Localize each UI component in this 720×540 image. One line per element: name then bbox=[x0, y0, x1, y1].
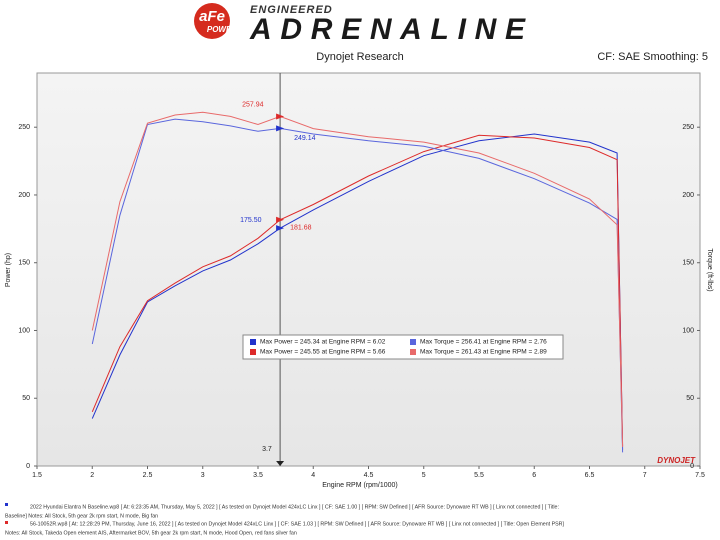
annotation-label: 181.68 bbox=[290, 225, 312, 232]
footer-note: Notes: All Stock, Takeda Open element AI… bbox=[5, 530, 297, 536]
annotation-label: 249.14 bbox=[294, 135, 316, 142]
cursor-marker bbox=[276, 461, 285, 466]
annotation-label: 257.94 bbox=[242, 101, 264, 108]
x-tick-label: 6 bbox=[532, 472, 536, 479]
series-line bbox=[91, 134, 624, 446]
cursor-label: 3.7 bbox=[262, 446, 272, 453]
y-tick-label: 100 bbox=[18, 327, 30, 334]
logo-sub: POWER bbox=[207, 25, 237, 34]
series-line bbox=[91, 118, 624, 453]
y2-tick-label: 50 bbox=[686, 395, 694, 402]
plot-area bbox=[36, 72, 701, 467]
x-tick-label: 5 bbox=[422, 472, 426, 479]
watermark: DYNOJET bbox=[657, 456, 696, 465]
y2-tick-label: 100 bbox=[682, 327, 694, 334]
x-tick-label: 2.5 bbox=[143, 472, 153, 479]
annotation-marker bbox=[276, 125, 285, 132]
chart-subtitle: CF: SAE Smoothing: 5 bbox=[597, 51, 708, 63]
annotation-marker bbox=[276, 113, 285, 120]
footer-note: Baseline] Notes: All Stock, 5th gear 2k … bbox=[5, 513, 158, 519]
footer-note: 2022 Hyundai Elantra N Baseline.wp8 [ At… bbox=[30, 504, 559, 510]
legend-label: Max Power = 245.34 at Engine RPM = 6.02 bbox=[260, 339, 386, 346]
x-tick-label: 4.5 bbox=[364, 472, 374, 479]
y2-tick-label: 150 bbox=[682, 260, 694, 267]
logo-main: aFe bbox=[199, 8, 225, 25]
x-tick-label: 2 bbox=[90, 472, 94, 479]
legend-swatch bbox=[410, 349, 416, 355]
footer-note: 56-10052R.wp8 [ At: 12:28:29 PM, Thursda… bbox=[30, 521, 565, 527]
legend-label: Max Torque = 261.43 at Engine RPM = 2.89 bbox=[420, 349, 547, 356]
annotation-marker bbox=[276, 225, 285, 232]
footer-marker bbox=[5, 503, 8, 506]
x-tick-label: 3 bbox=[201, 472, 205, 479]
footer-marker bbox=[5, 521, 8, 524]
y2-axis-title: Torque (ft-lbs) bbox=[706, 248, 713, 291]
series-line bbox=[91, 111, 624, 448]
x-tick-label: 4 bbox=[311, 472, 315, 479]
series-line bbox=[91, 133, 624, 450]
y-tick-label: 50 bbox=[22, 395, 30, 402]
x-tick-label: 1.5 bbox=[32, 472, 42, 479]
x-tick-label: 7 bbox=[643, 472, 647, 479]
tagline-main: ADRENALINE bbox=[249, 13, 526, 46]
tagline-top: ENGINEERED bbox=[250, 4, 333, 16]
annotation-label: 175.50 bbox=[240, 217, 262, 224]
x-tick-label: 6.5 bbox=[585, 472, 595, 479]
legend-swatch bbox=[250, 349, 256, 355]
y-tick-label: 250 bbox=[18, 124, 30, 131]
x-tick-label: 7.5 bbox=[695, 472, 705, 479]
legend-swatch bbox=[250, 339, 256, 345]
chart-title: Dynojet Research bbox=[316, 51, 403, 63]
annotation-marker bbox=[276, 216, 285, 223]
y-tick-label: 0 bbox=[26, 463, 30, 470]
x-tick-label: 3.5 bbox=[253, 472, 263, 479]
x-axis-title: Engine RPM (rpm/1000) bbox=[322, 482, 397, 489]
legend-label: Max Torque = 256.41 at Engine RPM = 2.76 bbox=[420, 339, 547, 346]
logo-badge bbox=[194, 3, 230, 39]
y-tick-label: 200 bbox=[18, 192, 30, 199]
legend-label: Max Power = 245.55 at Engine RPM = 5.66 bbox=[260, 349, 386, 356]
y-tick-label: 150 bbox=[18, 260, 30, 267]
y2-tick-label: 200 bbox=[682, 192, 694, 199]
x-tick-label: 5.5 bbox=[474, 472, 484, 479]
legend-box bbox=[242, 334, 564, 360]
y2-tick-label: 0 bbox=[690, 463, 694, 470]
legend-swatch bbox=[410, 339, 416, 345]
y-axis-title: Power (hp) bbox=[5, 253, 12, 287]
legend: Max Power = 245.34 at Engine RPM = 6.02 M… bbox=[242, 334, 564, 360]
y2-tick-label: 250 bbox=[682, 124, 694, 131]
